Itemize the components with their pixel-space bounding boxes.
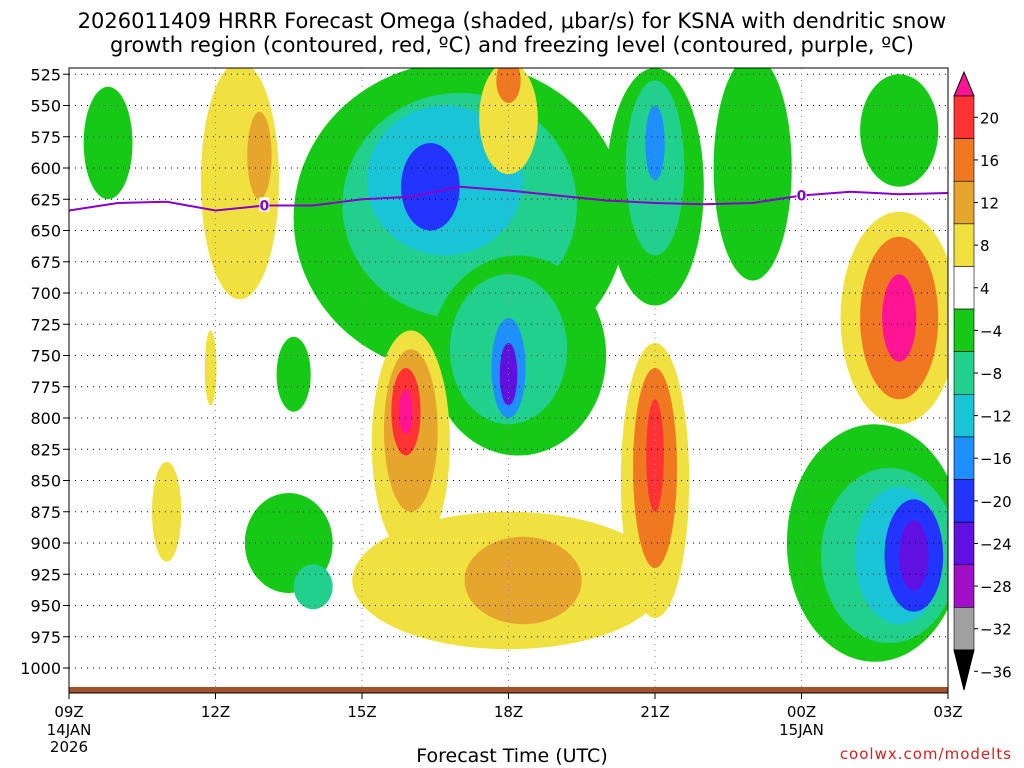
credit-text: coolwx.com/modelts	[839, 745, 1012, 763]
colorbar: 20 16 12 8 4 −4 −8 −12 −16 −20 −24 −28 −32 −36	[953, 70, 1012, 691]
ytick-label: 525	[30, 65, 61, 84]
xtick-label: 09Z	[54, 703, 83, 721]
green-column-23z	[713, 68, 792, 281]
ground-bar	[69, 687, 948, 693]
colorbar-label: 12	[980, 195, 999, 213]
xtick-label: 15Z	[347, 703, 376, 721]
pink-core-16z	[399, 389, 413, 435]
ytick-label: 650	[30, 222, 61, 241]
ytick-label: 700	[30, 284, 61, 303]
xtick-label: 21Z	[640, 703, 669, 721]
orange-lower-18z	[464, 536, 582, 625]
colorbar-bin	[953, 564, 975, 608]
colorbar-bin	[953, 223, 975, 267]
xtick-label: 03Z	[933, 703, 962, 721]
ytick-label: 775	[30, 378, 61, 397]
colorbar-bin	[953, 394, 975, 438]
freezing-level: 00	[68, 185, 949, 215]
colorbar-label: −32	[980, 621, 1012, 639]
axes: 525 550 575 600 625 650 675 700 725 750 775 800 825 8…	[20, 65, 962, 756]
ytick-label: 750	[30, 347, 61, 366]
ytick-label: 625	[30, 190, 61, 209]
green-upper-right	[860, 74, 939, 187]
ytick-label: 1000	[20, 659, 61, 678]
teal-small-14z	[293, 564, 333, 610]
pink-core-02z	[882, 274, 917, 362]
colorbar-bin	[953, 607, 975, 651]
colorbar-cap-top	[953, 70, 975, 97]
colorbar-label: −8	[980, 365, 1002, 383]
freezing-level-label: 0	[797, 189, 807, 205]
ytick-label: 925	[30, 565, 61, 584]
orange-cap-17z	[496, 68, 521, 103]
blue-core-21z	[645, 105, 665, 181]
xtick-date: 14JAN	[47, 721, 92, 739]
colorbar-label: 4	[980, 280, 990, 298]
omega-shading	[83, 68, 948, 662]
ytick-label: 975	[30, 628, 61, 647]
freezing-level-label: 0	[259, 199, 269, 215]
colorbar-label: −16	[980, 450, 1012, 468]
yellow-small-11z	[152, 461, 182, 562]
xtick-label: 00Z	[787, 703, 816, 721]
colorbar-bin	[953, 351, 975, 395]
ground-strip	[69, 687, 948, 693]
chart-title-line1: 2026011409 HRRR Forecast Omega (shaded, …	[77, 9, 947, 33]
ytick-label: 725	[30, 315, 61, 334]
colorbar-label: −24	[980, 535, 1012, 553]
colorbar-label: −28	[980, 578, 1012, 596]
ytick-label: 800	[30, 409, 61, 428]
x-axis-label: Forecast Time (UTC)	[416, 745, 608, 767]
freezing-level-label-bg-0	[259, 197, 270, 212]
colorbar-bin	[953, 95, 975, 139]
xtick-date: 15JAN	[779, 721, 824, 739]
red-core-21z-low	[646, 399, 664, 512]
colorbar-bin	[953, 138, 975, 182]
yellow-column-17z	[479, 68, 538, 175]
colorbar-label: −36	[980, 663, 1012, 681]
colorbar-label: 16	[980, 152, 999, 170]
ytick-label: 850	[30, 472, 61, 491]
blue-core-16z	[401, 143, 460, 231]
xtick-year: 2026	[50, 738, 88, 756]
ytick-label: 675	[30, 253, 61, 272]
colorbar-label: −20	[980, 493, 1012, 511]
colorbar-bin	[953, 521, 975, 566]
green-small-14z-mid	[276, 336, 311, 412]
xtick-label: 18Z	[494, 703, 523, 721]
colorbar-bin	[953, 436, 975, 480]
purple-core-lower-right	[899, 520, 929, 591]
ytick-label: 550	[30, 97, 61, 116]
chart-title-line2: growth region (contoured, red, ºC) and f…	[110, 33, 914, 57]
ytick-label: 575	[30, 128, 61, 147]
ytick-label: 875	[30, 503, 61, 522]
ytick-label: 600	[30, 159, 61, 178]
xtick-label: 12Z	[201, 703, 230, 721]
ytick-label: 825	[30, 440, 61, 459]
yellow-small-12z	[204, 330, 217, 406]
colorbar-label: −4	[980, 322, 1002, 340]
ytick-label: 950	[30, 597, 61, 616]
colorbar-label: 8	[980, 237, 990, 255]
orange-core-13z	[247, 111, 272, 200]
colorbar-bin	[953, 308, 975, 352]
ytick-label: 900	[30, 534, 61, 553]
colorbar-bin	[953, 180, 975, 225]
green-column-upper-left	[83, 86, 133, 200]
colorbar-label: 20	[980, 109, 999, 127]
colorbar-label: −12	[980, 408, 1012, 426]
colorbar-bin	[953, 266, 975, 310]
freezing-level-label-bg-1	[796, 187, 807, 202]
colorbar-bin	[953, 479, 975, 523]
colorbar-cap-bottom	[953, 649, 975, 691]
